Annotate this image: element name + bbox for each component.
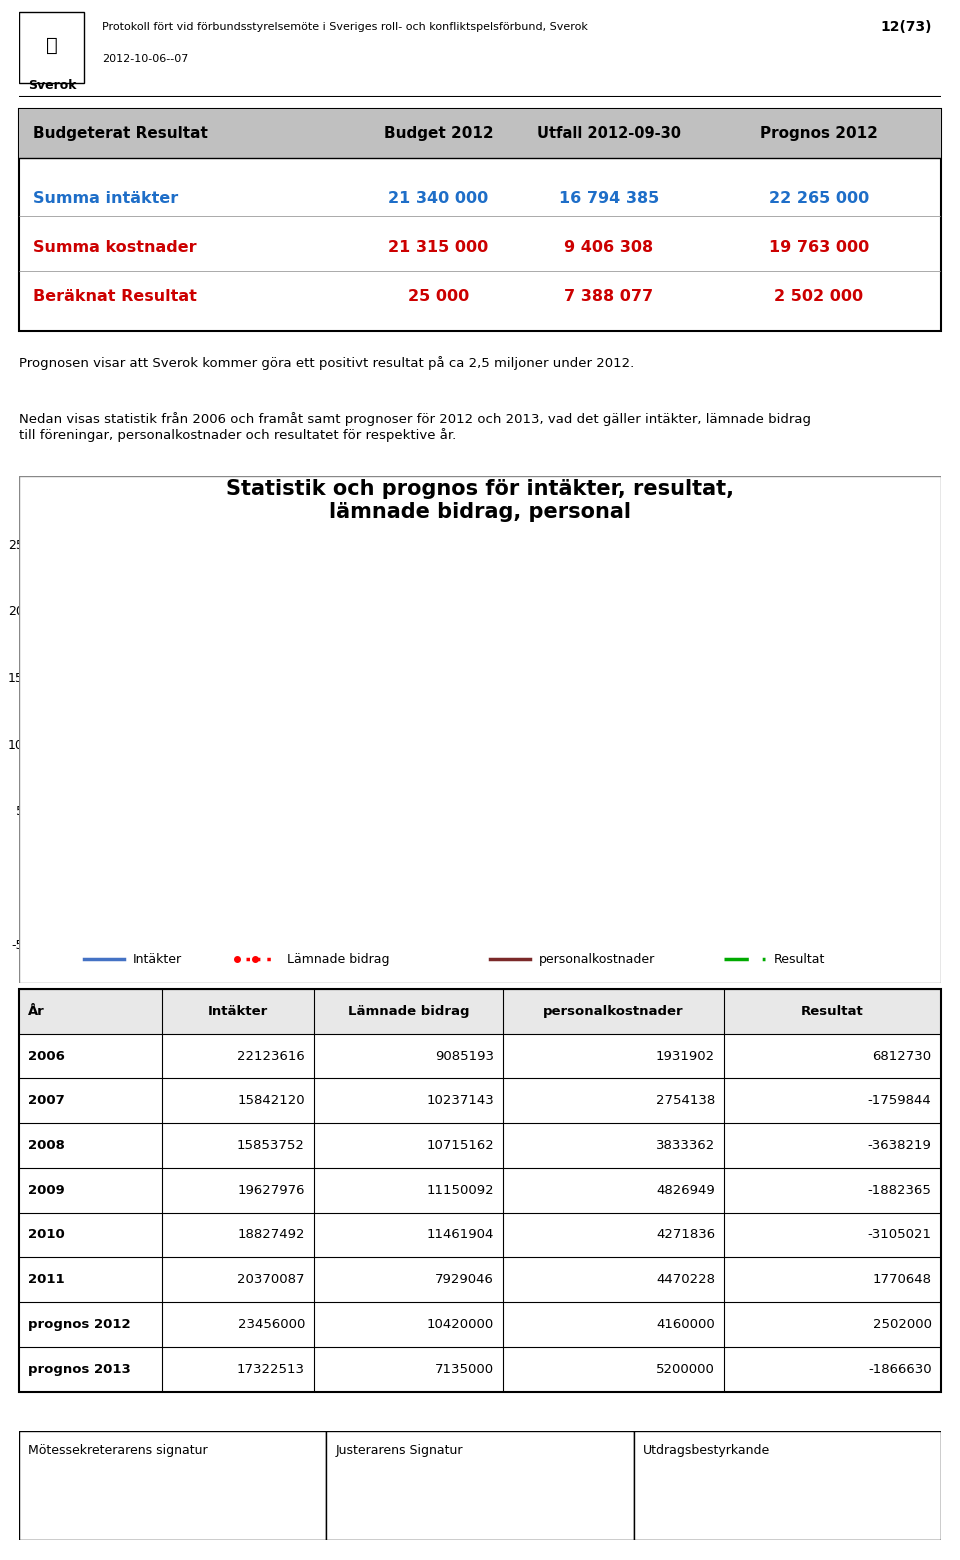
Text: 17322513: 17322513 xyxy=(237,1363,305,1376)
Text: 🐾: 🐾 xyxy=(45,36,58,55)
Text: 2009: 2009 xyxy=(29,1184,65,1197)
Text: 15853752: 15853752 xyxy=(237,1139,305,1151)
Text: 10715162: 10715162 xyxy=(426,1139,493,1151)
Bar xyxy=(19,1212,941,1257)
Bar xyxy=(19,989,941,1034)
Text: 2502000: 2502000 xyxy=(873,1318,931,1331)
Text: personalkostnader: personalkostnader xyxy=(540,953,656,966)
Text: 18827492: 18827492 xyxy=(237,1229,305,1242)
Text: -1759844: -1759844 xyxy=(868,1095,931,1108)
Text: 1770648: 1770648 xyxy=(873,1273,931,1285)
Text: Justerarens Signatur: Justerarens Signatur xyxy=(336,1443,463,1457)
Text: 7135000: 7135000 xyxy=(435,1363,493,1376)
Bar xyxy=(19,1257,941,1303)
Text: Statistik och prognos för intäkter, resultat,
lämnade bidrag, personal: Statistik och prognos för intäkter, resu… xyxy=(226,479,734,523)
Text: 25 000: 25 000 xyxy=(408,289,469,304)
Text: Resultat: Resultat xyxy=(802,1005,864,1017)
Text: 2010: 2010 xyxy=(29,1229,65,1242)
Text: Mötessekreterarens signatur: Mötessekreterarens signatur xyxy=(29,1443,208,1457)
Text: 19 763 000: 19 763 000 xyxy=(769,240,869,256)
Text: Utdragsbestyrkande: Utdragsbestyrkande xyxy=(643,1443,770,1457)
Text: Utfall 2012-09-30: Utfall 2012-09-30 xyxy=(537,126,681,140)
Text: 9085193: 9085193 xyxy=(435,1050,493,1062)
Text: 10237143: 10237143 xyxy=(426,1095,493,1108)
Bar xyxy=(19,1303,941,1346)
Text: 2011: 2011 xyxy=(29,1273,65,1285)
Text: 2 502 000: 2 502 000 xyxy=(774,289,863,304)
Text: Nedan visas statistik från 2006 och framåt samt prognoser för 2012 och 2013, vad: Nedan visas statistik från 2006 och fram… xyxy=(19,412,811,441)
Text: prognos 2012: prognos 2012 xyxy=(29,1318,132,1331)
Bar xyxy=(19,1431,326,1540)
Text: 11461904: 11461904 xyxy=(426,1229,493,1242)
Text: 6812730: 6812730 xyxy=(873,1050,931,1062)
Text: 2007: 2007 xyxy=(29,1095,65,1108)
Text: Budget 2012: Budget 2012 xyxy=(384,126,493,140)
Text: 7 388 077: 7 388 077 xyxy=(564,289,654,304)
Bar xyxy=(19,1168,941,1212)
Text: -1866630: -1866630 xyxy=(868,1363,931,1376)
Text: -3105021: -3105021 xyxy=(868,1229,931,1242)
Text: 21 340 000: 21 340 000 xyxy=(389,192,489,206)
Text: År: År xyxy=(29,1005,45,1017)
Text: Resultat: Resultat xyxy=(774,953,826,966)
Bar xyxy=(634,1431,941,1540)
Bar xyxy=(19,109,941,158)
Text: 9 406 308: 9 406 308 xyxy=(564,240,654,256)
Bar xyxy=(19,1078,941,1123)
Text: -3638219: -3638219 xyxy=(868,1139,931,1151)
Text: 5200000: 5200000 xyxy=(656,1363,715,1376)
Text: 2012-10-06--07: 2012-10-06--07 xyxy=(102,55,188,64)
Text: Prognosen visar att Sverok kommer göra ett positivt resultat på ca 2,5 miljoner : Prognosen visar att Sverok kommer göra e… xyxy=(19,356,635,370)
Text: personalkostnader: personalkostnader xyxy=(543,1005,684,1017)
Bar xyxy=(19,1123,941,1168)
Bar xyxy=(326,1431,634,1540)
Text: 15842120: 15842120 xyxy=(237,1095,305,1108)
Text: Prognos 2012: Prognos 2012 xyxy=(759,126,877,140)
Text: Lämnade bidrag: Lämnade bidrag xyxy=(348,1005,469,1017)
Text: -1882365: -1882365 xyxy=(868,1184,931,1197)
Text: 11150092: 11150092 xyxy=(426,1184,493,1197)
Text: 3833362: 3833362 xyxy=(656,1139,715,1151)
Text: Sverok: Sverok xyxy=(29,80,77,92)
Text: 21 315 000: 21 315 000 xyxy=(389,240,489,256)
Text: 12(73): 12(73) xyxy=(880,20,931,33)
Text: 4271836: 4271836 xyxy=(656,1229,715,1242)
Text: 22123616: 22123616 xyxy=(237,1050,305,1062)
Text: Budgeterat Resultat: Budgeterat Resultat xyxy=(33,126,208,140)
Text: 2754138: 2754138 xyxy=(656,1095,715,1108)
Text: Summa kostnader: Summa kostnader xyxy=(33,240,197,256)
Text: 20370087: 20370087 xyxy=(237,1273,305,1285)
Text: 19627976: 19627976 xyxy=(237,1184,305,1197)
FancyBboxPatch shape xyxy=(19,12,84,83)
Text: 16 794 385: 16 794 385 xyxy=(559,192,660,206)
Text: Summa intäkter: Summa intäkter xyxy=(33,192,179,206)
Text: 7929046: 7929046 xyxy=(435,1273,493,1285)
Text: Lämnade bidrag: Lämnade bidrag xyxy=(286,953,389,966)
Text: Intäkter: Intäkter xyxy=(208,1005,268,1017)
Text: 23456000: 23456000 xyxy=(237,1318,305,1331)
Text: 1931902: 1931902 xyxy=(656,1050,715,1062)
Text: Protokoll fört vid förbundsstyrelsemöte i Sveriges roll- och konfliktspelsförbun: Protokoll fört vid förbundsstyrelsemöte … xyxy=(102,22,588,31)
Text: 4160000: 4160000 xyxy=(657,1318,715,1331)
Text: 10420000: 10420000 xyxy=(426,1318,493,1331)
Text: 2006: 2006 xyxy=(29,1050,65,1062)
Text: 2008: 2008 xyxy=(29,1139,65,1151)
Text: prognos 2013: prognos 2013 xyxy=(29,1363,132,1376)
Bar xyxy=(19,1034,941,1078)
Bar xyxy=(19,1346,941,1392)
Text: 22 265 000: 22 265 000 xyxy=(769,192,869,206)
Text: Beräknat Resultat: Beräknat Resultat xyxy=(33,289,197,304)
Text: 4826949: 4826949 xyxy=(657,1184,715,1197)
Text: 4470228: 4470228 xyxy=(656,1273,715,1285)
Text: Intäkter: Intäkter xyxy=(133,953,182,966)
